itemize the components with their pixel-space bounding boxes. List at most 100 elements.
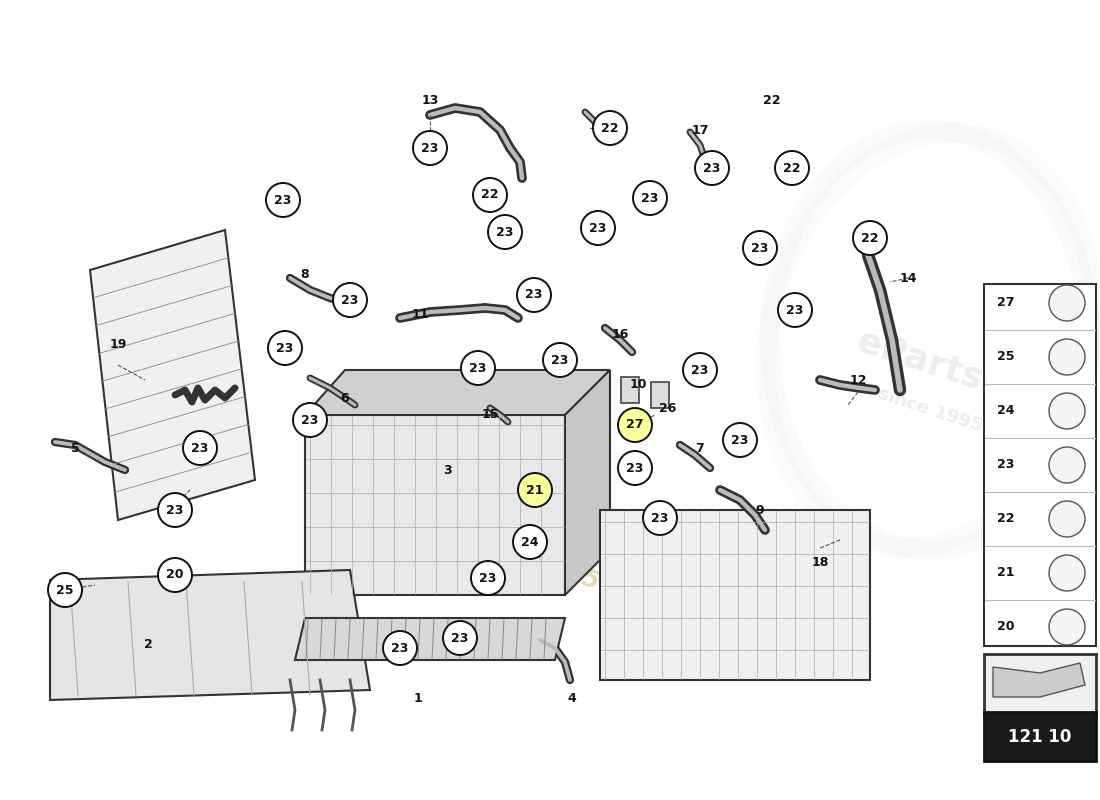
Text: 23: 23	[496, 226, 514, 238]
FancyBboxPatch shape	[621, 377, 639, 403]
Polygon shape	[993, 663, 1085, 697]
Circle shape	[776, 151, 808, 185]
Text: 23: 23	[997, 458, 1014, 471]
Text: 2: 2	[144, 638, 153, 651]
Text: 23: 23	[341, 294, 359, 306]
Text: 22: 22	[861, 231, 879, 245]
Text: 23: 23	[470, 362, 486, 374]
Circle shape	[183, 431, 217, 465]
Text: 23: 23	[651, 511, 669, 525]
Text: 5: 5	[70, 442, 79, 454]
Circle shape	[158, 493, 192, 527]
Text: 24: 24	[521, 535, 539, 549]
Text: 23: 23	[526, 289, 542, 302]
Text: 18: 18	[812, 555, 828, 569]
Circle shape	[543, 343, 578, 377]
Circle shape	[852, 221, 887, 255]
Text: 21: 21	[997, 566, 1014, 579]
Text: 22: 22	[997, 513, 1014, 526]
Text: 26: 26	[659, 402, 676, 414]
Text: 23: 23	[421, 142, 439, 154]
Text: 10: 10	[629, 378, 647, 391]
Circle shape	[1049, 501, 1085, 537]
Text: 12: 12	[849, 374, 867, 386]
Text: 11: 11	[411, 309, 429, 322]
Circle shape	[333, 283, 367, 317]
Circle shape	[1049, 393, 1085, 429]
Polygon shape	[305, 415, 565, 595]
Text: 23: 23	[274, 194, 292, 206]
Text: 25: 25	[56, 583, 74, 597]
Text: 7: 7	[695, 442, 704, 454]
Circle shape	[293, 403, 327, 437]
Text: parts since 1995: parts since 1995	[377, 485, 603, 595]
Text: 8: 8	[300, 269, 309, 282]
Circle shape	[581, 211, 615, 245]
Text: 25: 25	[997, 350, 1014, 363]
Text: 23: 23	[451, 631, 469, 645]
Circle shape	[742, 231, 777, 265]
Text: 13: 13	[421, 94, 439, 106]
Circle shape	[632, 181, 667, 215]
Text: 1: 1	[414, 691, 422, 705]
Text: 23: 23	[626, 462, 644, 474]
Circle shape	[1049, 609, 1085, 645]
Text: 22: 22	[602, 122, 618, 134]
Text: 23: 23	[590, 222, 607, 234]
Circle shape	[1049, 555, 1085, 591]
Polygon shape	[50, 570, 370, 700]
Circle shape	[618, 408, 652, 442]
Text: 23: 23	[166, 503, 184, 517]
Circle shape	[383, 631, 417, 665]
Text: 23: 23	[641, 191, 659, 205]
FancyBboxPatch shape	[984, 284, 1096, 646]
Text: 15: 15	[482, 409, 498, 422]
Text: 16: 16	[612, 329, 629, 342]
Circle shape	[471, 561, 505, 595]
Text: 20: 20	[166, 569, 184, 582]
Circle shape	[1049, 447, 1085, 483]
Polygon shape	[565, 370, 610, 595]
Polygon shape	[295, 618, 565, 660]
Text: 3: 3	[443, 463, 452, 477]
Polygon shape	[90, 230, 255, 520]
Circle shape	[723, 423, 757, 457]
Text: 23: 23	[480, 571, 497, 585]
Circle shape	[461, 351, 495, 385]
Circle shape	[473, 178, 507, 212]
Circle shape	[266, 183, 300, 217]
Text: 23: 23	[551, 354, 569, 366]
Circle shape	[48, 573, 82, 607]
Circle shape	[778, 293, 812, 327]
Text: 19: 19	[109, 338, 126, 351]
Circle shape	[518, 473, 552, 507]
Circle shape	[488, 215, 522, 249]
Text: 23: 23	[703, 162, 720, 174]
Text: 23: 23	[786, 303, 804, 317]
Text: 14: 14	[900, 271, 916, 285]
Circle shape	[1049, 339, 1085, 375]
Text: 9: 9	[756, 503, 764, 517]
Text: 22: 22	[783, 162, 801, 174]
Circle shape	[644, 501, 676, 535]
Text: 27: 27	[626, 418, 644, 431]
Text: a lamborghini: a lamborghini	[354, 432, 586, 548]
Polygon shape	[600, 510, 870, 680]
Text: 6: 6	[341, 391, 350, 405]
Circle shape	[412, 131, 447, 165]
Circle shape	[593, 111, 627, 145]
Text: since 1995: since 1995	[876, 385, 984, 435]
Text: 23: 23	[392, 642, 409, 654]
Text: 17: 17	[691, 123, 708, 137]
Circle shape	[158, 558, 192, 592]
Text: 4: 4	[568, 691, 576, 705]
Polygon shape	[305, 370, 610, 415]
Text: 23: 23	[276, 342, 294, 354]
Text: 22: 22	[763, 94, 781, 106]
Text: 21: 21	[526, 483, 543, 497]
Circle shape	[683, 353, 717, 387]
Text: eParts: eParts	[852, 323, 988, 397]
Text: 121 10: 121 10	[1009, 728, 1071, 746]
Text: 22: 22	[482, 189, 498, 202]
Circle shape	[1049, 285, 1085, 321]
